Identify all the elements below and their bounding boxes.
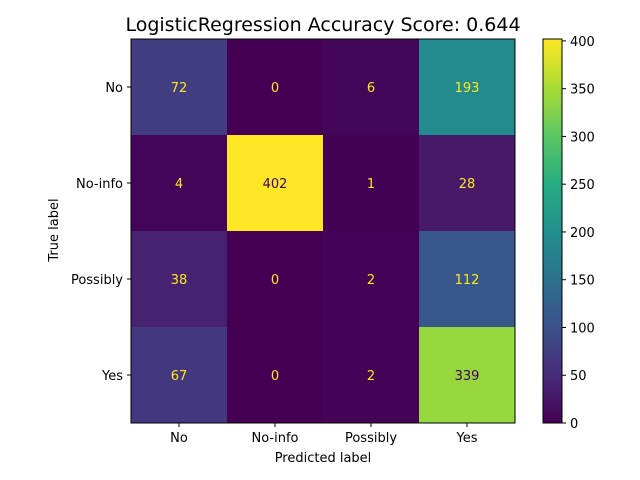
colorbar-tick-label: 150 bbox=[570, 274, 595, 289]
heatmap-cell bbox=[419, 231, 515, 327]
cell-value-label: 402 bbox=[263, 177, 288, 192]
cell-value-label: 28 bbox=[459, 177, 476, 192]
cell-value-label: 38 bbox=[171, 273, 188, 288]
y-tick-label: Yes bbox=[101, 369, 123, 384]
x-axis-ticks: No No-info Possibly Yes bbox=[170, 423, 478, 446]
x-axis-label: Predicted label bbox=[275, 451, 372, 466]
heatmap-cell bbox=[227, 135, 323, 231]
heatmap-cell bbox=[419, 135, 515, 231]
colorbar-tick-label: 300 bbox=[570, 130, 595, 145]
y-tick-label: No bbox=[105, 81, 123, 96]
cell-annotations: 72 0 6 193 4 402 1 28 38 0 2 112 67 0 2 339 bbox=[171, 81, 480, 384]
colorbar-tick-label: 250 bbox=[570, 178, 595, 193]
cell-value-label: 6 bbox=[367, 81, 375, 96]
heatmap-cell bbox=[131, 39, 227, 135]
colorbar-ticks: 0 50 100 150 200 250 300 350 400 bbox=[562, 35, 595, 432]
heatmap-cell bbox=[419, 39, 515, 135]
x-tick-label: No-info bbox=[252, 431, 299, 446]
y-tick-label: No-info bbox=[76, 177, 123, 192]
cell-value-label: 0 bbox=[271, 81, 279, 96]
colorbar bbox=[542, 38, 563, 424]
heatmap-cell bbox=[323, 39, 419, 135]
heatmap-cell bbox=[227, 39, 323, 135]
heatmap-cell bbox=[323, 135, 419, 231]
colorbar-tick-label: 100 bbox=[570, 321, 595, 336]
cell-value-label: 0 bbox=[271, 273, 279, 288]
cell-value-label: 193 bbox=[455, 81, 480, 96]
colorbar-tick-label: 400 bbox=[570, 35, 595, 50]
colorbar-tick-label: 50 bbox=[570, 369, 587, 384]
axes-frame bbox=[130, 38, 516, 424]
cell-value-label: 112 bbox=[455, 273, 480, 288]
heatmap-cell bbox=[323, 231, 419, 327]
x-tick-label: Yes bbox=[456, 431, 478, 446]
chart-title: LogisticRegression Accuracy Score: 0.644 bbox=[125, 14, 520, 36]
cell-value-label: 1 bbox=[367, 177, 375, 192]
heatmap-cell bbox=[419, 327, 515, 423]
cell-value-label: 2 bbox=[367, 273, 375, 288]
colorbar-tick-label: 0 bbox=[570, 417, 578, 432]
heatmap-cell bbox=[227, 327, 323, 423]
cell-value-label: 72 bbox=[171, 81, 188, 96]
heatmap-cell bbox=[323, 327, 419, 423]
heatmap-cell bbox=[131, 135, 227, 231]
y-axis-ticks: No No-info Possibly Yes bbox=[71, 81, 131, 384]
heatmap-cells bbox=[131, 39, 515, 423]
y-axis-label: True label bbox=[47, 198, 62, 262]
x-tick-label: No bbox=[170, 431, 188, 446]
cell-value-label: 339 bbox=[455, 369, 480, 384]
colorbar-tick-label: 200 bbox=[570, 226, 595, 241]
colorbar-tick-label: 350 bbox=[570, 83, 595, 98]
heatmap-cell bbox=[131, 327, 227, 423]
y-tick-label: Possibly bbox=[71, 273, 123, 288]
cell-value-label: 67 bbox=[171, 369, 188, 384]
cell-value-label: 0 bbox=[271, 369, 279, 384]
heatmap-cell bbox=[227, 231, 323, 327]
cell-value-label: 4 bbox=[175, 177, 183, 192]
heatmap-cell bbox=[131, 231, 227, 327]
x-tick-label: Possibly bbox=[345, 431, 397, 446]
cell-value-label: 2 bbox=[367, 369, 375, 384]
